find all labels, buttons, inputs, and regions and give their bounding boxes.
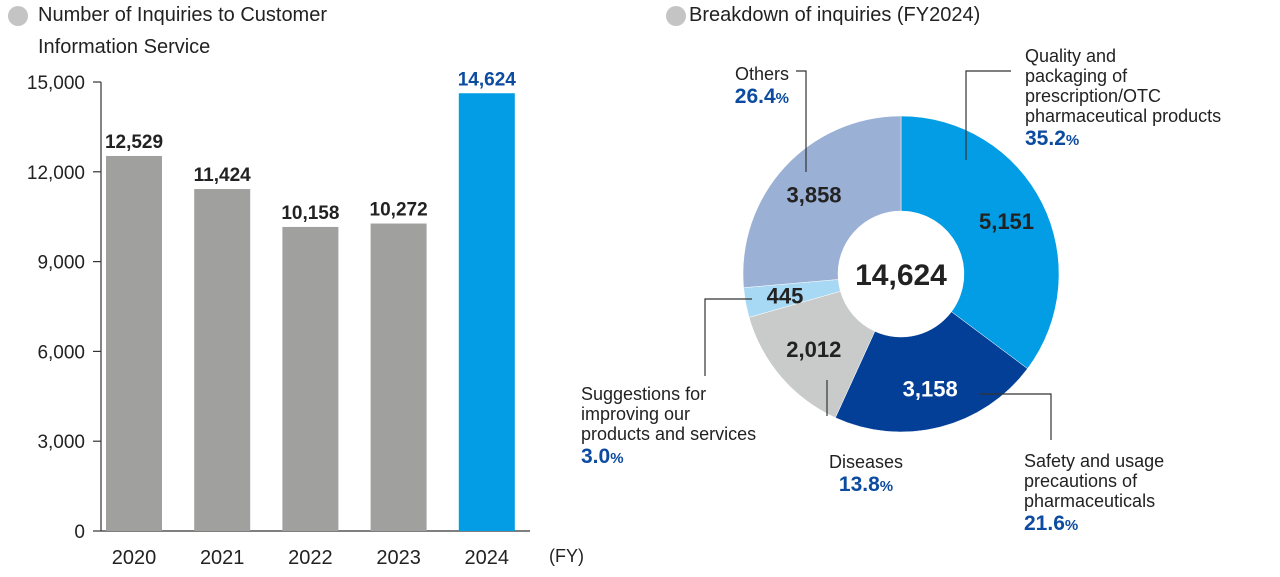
callout-leader-line — [704, 298, 752, 376]
slice-percent-label: 35.2% — [1025, 127, 1079, 150]
x-tick-label: 2020 — [112, 547, 157, 569]
right-chart-title: Breakdown of inquiries (FY2024) — [689, 4, 981, 26]
bar-chart: 0 3,000 6,000 9,000 12,000 15,000 12,529 2020 11… — [27, 69, 584, 569]
slice-category-label: Diseases — [829, 452, 903, 472]
slice-category-label: Others — [735, 64, 789, 84]
donut-slice — [900, 115, 1060, 370]
left-chart-title-line1: Number of Inquiries to Customer — [38, 4, 328, 26]
bar-value-label: 10,272 — [370, 200, 428, 221]
slice-value-label: 5,151 — [979, 209, 1034, 234]
slice-category-label: Suggestions for — [581, 384, 706, 404]
slice-percent-label: 3.0% — [581, 445, 624, 468]
bar — [282, 226, 339, 531]
left-title-bullet-icon — [8, 6, 28, 26]
y-tick-label: 15,000 — [27, 73, 85, 94]
slice-category-label: Safety and usage — [1024, 451, 1164, 471]
y-tick-label: 12,000 — [27, 163, 85, 184]
callout-leader-line — [980, 393, 1052, 440]
slice-value-label: 2,012 — [786, 337, 841, 362]
y-tick-label: 9,000 — [37, 253, 85, 274]
slice-value-label: 445 — [767, 283, 804, 308]
slice-value-label: 3,158 — [903, 376, 958, 401]
slice-value-label: 3,858 — [786, 182, 841, 207]
donut-slice — [742, 115, 902, 288]
donut-total-label: 14,624 — [855, 259, 947, 292]
bar-value-label: 10,158 — [281, 203, 339, 224]
slice-percent-label: 26.4% — [735, 85, 789, 108]
callout-leader-line — [965, 70, 1011, 160]
slice-percent-label: 21.6% — [1024, 512, 1078, 535]
x-tick-label: 2024 — [465, 547, 510, 569]
x-tick-label: 2022 — [288, 547, 333, 569]
y-tick-label: 6,000 — [37, 342, 85, 363]
bar — [370, 223, 427, 532]
bar-value-label: 12,529 — [105, 132, 163, 153]
slice-category-label: precautions of — [1024, 471, 1138, 491]
slice-category-label: Quality and — [1025, 46, 1116, 66]
slice-percent-label: 13.8% — [839, 473, 893, 496]
donut-slice — [835, 311, 1028, 433]
right-title-bullet-icon — [666, 6, 686, 26]
slice-category-label: products and services — [581, 424, 756, 444]
bar — [106, 155, 162, 531]
y-tick-label: 3,000 — [37, 432, 85, 453]
donut-slice — [748, 290, 876, 419]
slice-category-label: improving our — [581, 404, 690, 424]
x-tick-label: 2021 — [200, 547, 245, 569]
slice-category-label: packaging of — [1025, 66, 1128, 86]
x-axis-unit-label: (FY) — [549, 546, 584, 566]
left-chart-title-line2: Information Service — [38, 36, 211, 58]
slice-category-label: prescription/OTC — [1025, 86, 1161, 106]
slice-category-label: pharmaceuticals — [1024, 491, 1155, 511]
bar-value-label: 14,624 — [458, 69, 517, 90]
callout-leader-line — [796, 70, 807, 172]
bar — [194, 189, 251, 531]
x-tick-label: 2023 — [376, 547, 421, 569]
bar-value-label: 11,424 — [194, 165, 251, 186]
y-tick-label: 0 — [74, 522, 85, 543]
bar — [458, 93, 515, 531]
slice-category-label: pharmaceutical products — [1025, 106, 1221, 126]
